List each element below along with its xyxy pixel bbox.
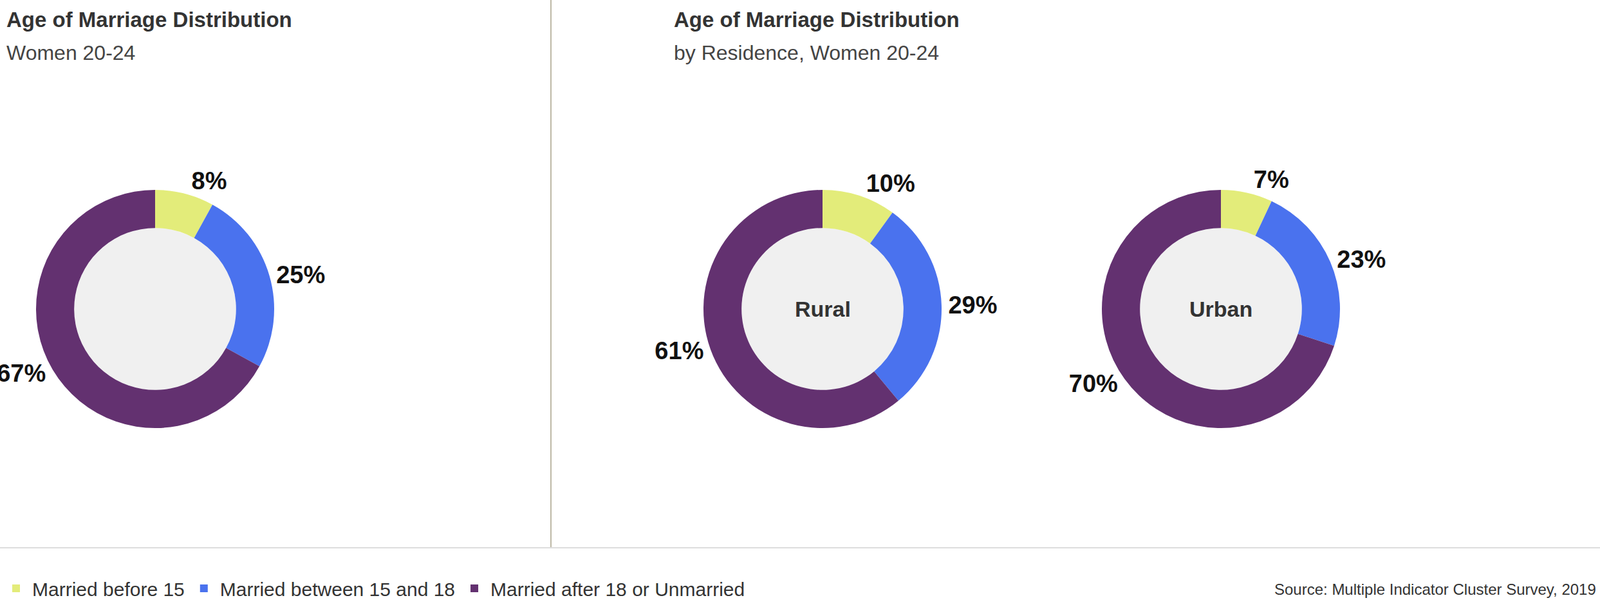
svg-text:Married after 18 or Unmarried: Married after 18 or Unmarried	[490, 578, 745, 600]
svg-text:8%: 8%	[191, 167, 228, 195]
svg-text:Women 20-24: Women 20-24	[6, 41, 136, 65]
svg-text:Source: Multiple Indicator Clu: Source: Multiple Indicator Cluster Surve…	[1274, 580, 1597, 598]
svg-text:7%: 7%	[1253, 166, 1290, 194]
svg-text:61%: 61%	[654, 337, 704, 365]
svg-text:Married between 15 and 18: Married between 15 and 18	[220, 578, 456, 600]
svg-text:Urban: Urban	[1189, 296, 1253, 322]
svg-text:Age of Marriage Distribution: Age of Marriage Distribution	[673, 7, 960, 32]
svg-text:Age of Marriage Distribution: Age of Marriage Distribution	[6, 7, 293, 32]
svg-text:Married before 15: Married before 15	[32, 578, 185, 600]
svg-text:by Residence, Women 20-24: by Residence, Women 20-24	[673, 41, 940, 65]
svg-text:25%: 25%	[276, 261, 326, 289]
svg-text:67%: 67%	[0, 359, 46, 387]
svg-text:10%: 10%	[866, 169, 916, 197]
svg-text:29%: 29%	[948, 291, 997, 319]
svg-text:23%: 23%	[1336, 245, 1386, 273]
svg-text:Rural: Rural	[794, 296, 851, 322]
svg-text:70%: 70%	[1069, 370, 1118, 398]
